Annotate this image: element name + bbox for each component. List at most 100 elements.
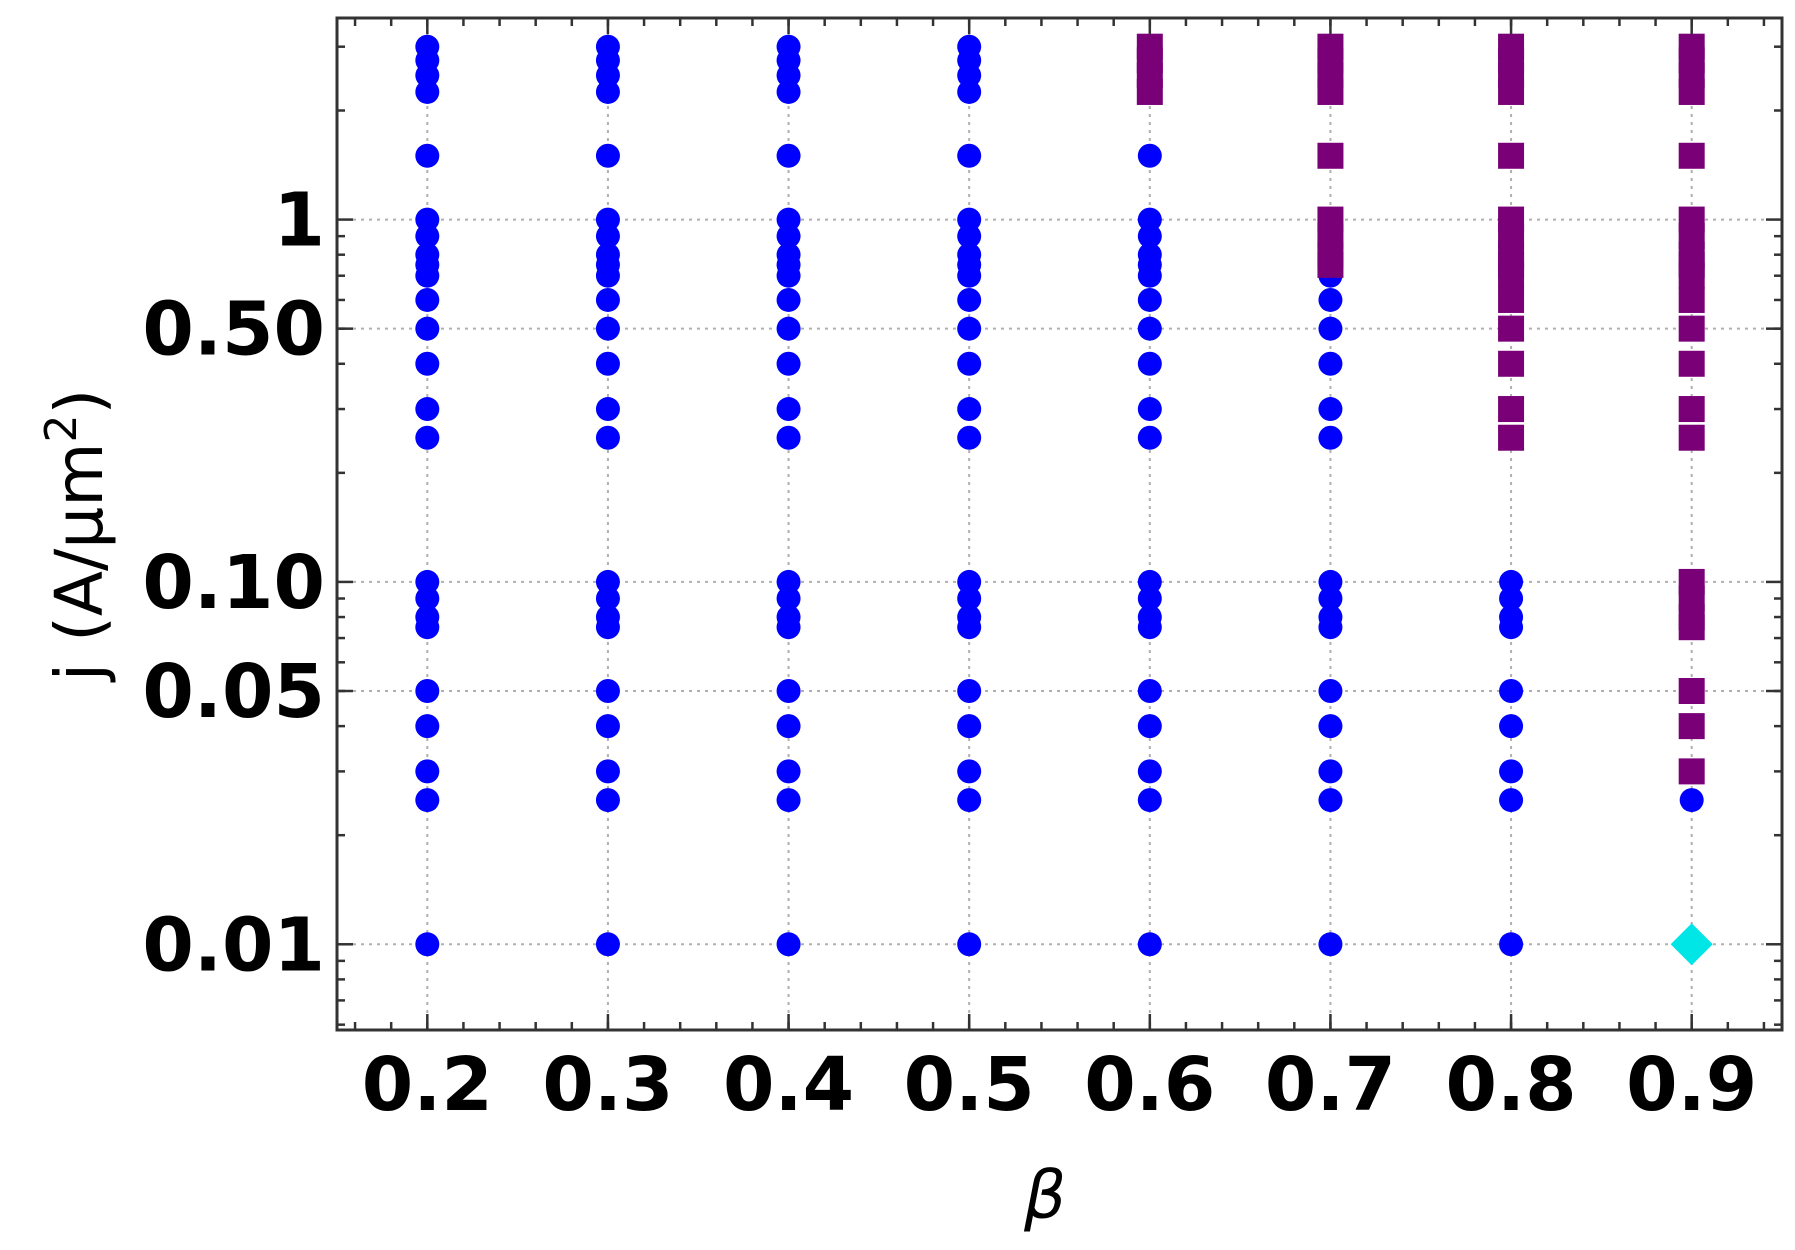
circle-point <box>595 425 620 450</box>
circle-point <box>595 143 620 168</box>
y-tick-label: 0.50 <box>142 287 325 373</box>
square-point <box>1498 424 1525 451</box>
square-point <box>1678 758 1705 785</box>
circle-point <box>595 397 620 422</box>
circle-point <box>1499 679 1524 704</box>
circle-point <box>415 63 440 88</box>
square-point <box>1678 678 1705 705</box>
circle-point <box>957 79 982 104</box>
circle-point <box>957 714 982 739</box>
circle-point <box>776 425 801 450</box>
y-tick-labels: 0.01 0.05 0.10 0.50 1 <box>142 178 325 989</box>
square-point <box>1498 396 1525 423</box>
circle-point <box>1137 263 1162 288</box>
y-tick-label: 0.05 <box>142 649 325 735</box>
circle-point <box>1318 351 1343 376</box>
circle-point <box>776 207 801 232</box>
circle-point <box>1679 788 1704 813</box>
circle-point <box>1137 714 1162 739</box>
circle-point <box>415 425 440 450</box>
circle-point <box>1137 932 1162 957</box>
circle-point <box>1318 287 1343 312</box>
circle-point <box>1499 569 1524 594</box>
circle-point <box>1137 316 1162 341</box>
x-tick-label: 0.2 <box>362 1042 493 1128</box>
circle-point <box>1137 759 1162 784</box>
circle-point <box>595 615 620 640</box>
circle-point <box>776 759 801 784</box>
circle-point <box>957 63 982 88</box>
circle-point <box>957 788 982 813</box>
x-tick-label: 0.5 <box>904 1042 1035 1128</box>
circle-point <box>595 63 620 88</box>
circle-point <box>1137 615 1162 640</box>
circle-point <box>1137 143 1162 168</box>
circle-point <box>957 263 982 288</box>
y-axis-label-main: j (A/μm <box>41 443 118 684</box>
circle-point <box>595 714 620 739</box>
circle-point <box>415 79 440 104</box>
x-tick-labels: 0.2 0.3 0.4 0.5 0.6 0.7 0.8 0.9 <box>362 1042 1757 1128</box>
circle-point <box>595 679 620 704</box>
circle-point <box>1318 714 1343 739</box>
circle-point <box>1318 397 1343 422</box>
square-point <box>1498 350 1525 377</box>
circle-point <box>776 224 801 249</box>
axis-ticks <box>337 18 1782 1030</box>
circle-point <box>595 287 620 312</box>
circle-point <box>415 932 440 957</box>
circle-point <box>415 207 440 232</box>
circle-point <box>415 569 440 594</box>
circle-point <box>1137 351 1162 376</box>
circle-point <box>595 263 620 288</box>
y-axis-label-superscript: 2 <box>36 415 87 443</box>
circle-point <box>415 224 440 249</box>
y-axis-label: j (A/μm2) <box>36 389 118 683</box>
circle-point <box>776 63 801 88</box>
circle-point <box>1318 932 1343 957</box>
circle-point <box>595 759 620 784</box>
circle-point <box>415 714 440 739</box>
square-point <box>1498 142 1525 169</box>
circle-point <box>776 932 801 957</box>
grid <box>337 18 1782 1030</box>
square-point <box>1678 713 1705 740</box>
circle-point <box>1137 207 1162 232</box>
circle-point <box>957 316 982 341</box>
square-point <box>1678 350 1705 377</box>
circle-point <box>595 932 620 957</box>
circle-point <box>776 586 801 611</box>
circle-point <box>415 788 440 813</box>
circle-point <box>1499 932 1524 957</box>
y-axis-label-close: ) <box>41 389 118 415</box>
circle-point <box>1499 714 1524 739</box>
square-point <box>1678 262 1705 289</box>
circle-point <box>415 316 440 341</box>
circle-point <box>1318 316 1343 341</box>
circle-point <box>776 263 801 288</box>
circle-point <box>957 759 982 784</box>
circle-point <box>415 351 440 376</box>
square-point <box>1317 251 1344 278</box>
circle-point <box>776 316 801 341</box>
circle-point <box>776 287 801 312</box>
square-point <box>1678 78 1705 105</box>
circle-point <box>1318 569 1343 594</box>
circle-point <box>1318 425 1343 450</box>
circle-point <box>1137 679 1162 704</box>
circle-point <box>776 79 801 104</box>
square-point <box>1678 286 1705 313</box>
circle-point <box>595 569 620 594</box>
circle-point <box>595 79 620 104</box>
square-point <box>1678 424 1705 451</box>
x-tick-label: 0.3 <box>542 1042 673 1128</box>
circle-point <box>595 586 620 611</box>
x-axis-label: β <box>1023 1157 1066 1234</box>
circle-point <box>1137 287 1162 312</box>
circle-point <box>595 316 620 341</box>
diamond-point <box>1670 923 1713 966</box>
circle-point <box>415 615 440 640</box>
circle-point <box>595 224 620 249</box>
